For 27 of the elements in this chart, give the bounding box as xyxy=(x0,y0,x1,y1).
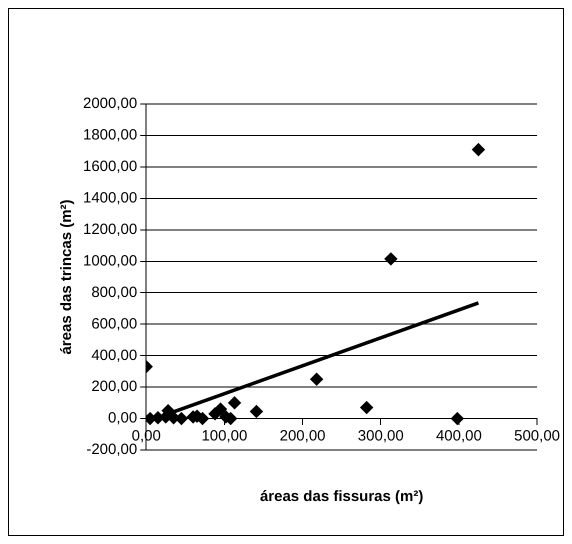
y-tick-label: 1400,00 xyxy=(82,190,138,207)
y-tick-label: 1000,00 xyxy=(82,252,138,270)
y-tick-label: 1600,00 xyxy=(82,158,138,176)
y-tick-label: 1800,00 xyxy=(82,126,138,144)
point xyxy=(310,372,324,386)
x-tick-label: 100,00 xyxy=(201,428,248,445)
y-tick-label: 400,00 xyxy=(91,346,138,364)
y-axis-title: áreas das trincas (m²) xyxy=(58,199,76,355)
y-tick-label: 0,00 xyxy=(108,410,138,427)
x-tick-label: 200,00 xyxy=(280,428,326,445)
point xyxy=(384,252,398,266)
y-tick-label: -200,00 xyxy=(86,441,138,458)
point xyxy=(214,402,227,416)
x-tick-label: 300,00 xyxy=(358,428,404,445)
x-axis-title: áreas das fissuras (m²) xyxy=(260,488,424,506)
point xyxy=(250,404,263,418)
point xyxy=(360,401,374,414)
point xyxy=(228,396,242,410)
x-tick-label: 400,00 xyxy=(436,428,482,445)
y-tick-label: 1200,00 xyxy=(82,220,138,238)
y-tick-label: 2000,00 xyxy=(82,95,138,112)
point xyxy=(472,143,485,156)
y-tick-label: 600,00 xyxy=(91,315,138,332)
point xyxy=(450,412,464,426)
y-tick-label: 800,00 xyxy=(91,284,138,301)
y-tick-label: 200,00 xyxy=(91,378,138,396)
x-tick-label: 500,00 xyxy=(514,428,560,445)
